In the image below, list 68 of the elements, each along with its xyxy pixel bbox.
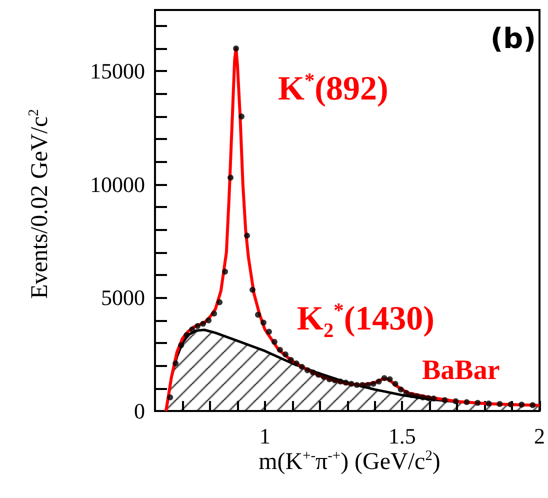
point — [178, 342, 184, 348]
point — [266, 328, 272, 335]
point — [260, 320, 266, 326]
point — [430, 396, 437, 402]
point — [408, 392, 415, 398]
point — [293, 360, 300, 366]
point — [189, 326, 196, 332]
x-tick-label: 2 — [534, 424, 545, 448]
point — [386, 376, 393, 382]
point — [315, 372, 322, 378]
point — [238, 113, 245, 120]
point — [276, 346, 283, 353]
x-tick-label: 1 — [259, 424, 270, 448]
point — [206, 317, 212, 324]
y-tick-label: 0 — [134, 398, 145, 424]
point — [244, 232, 250, 239]
point — [420, 394, 426, 400]
point — [310, 369, 316, 376]
point — [304, 367, 310, 374]
point — [254, 312, 261, 318]
y-tick-label: 10000 — [90, 172, 145, 197]
point — [464, 399, 470, 406]
x-tick-label: 1.5 — [388, 424, 416, 448]
point — [326, 376, 332, 382]
point — [348, 380, 354, 387]
point — [518, 402, 525, 408]
point — [381, 375, 388, 382]
y-tick-label: 15000 — [90, 58, 145, 84]
point — [376, 378, 382, 385]
point — [414, 393, 420, 400]
point — [288, 357, 294, 364]
point — [200, 320, 206, 327]
point — [194, 323, 201, 330]
point — [298, 364, 305, 370]
point — [320, 374, 327, 380]
point — [250, 286, 256, 293]
point — [271, 338, 278, 345]
point — [392, 380, 398, 387]
annotation: (b) — [490, 22, 536, 55]
point — [167, 394, 174, 400]
point — [222, 268, 228, 275]
point — [425, 395, 432, 402]
point — [282, 351, 288, 358]
point — [172, 360, 179, 366]
point — [233, 46, 240, 52]
point — [508, 401, 514, 408]
point — [216, 299, 223, 306]
point — [398, 386, 404, 392]
point — [370, 380, 376, 387]
point — [184, 332, 190, 338]
point — [486, 400, 492, 407]
point — [442, 397, 448, 404]
point — [359, 382, 366, 388]
point — [337, 378, 344, 385]
point — [530, 402, 536, 408]
annotation: K$_{2}$$^{*}$(1430) — [297, 300, 435, 344]
point — [211, 310, 218, 317]
point — [228, 174, 234, 181]
annotation: K$^{*}$(892) — [278, 70, 388, 108]
point — [332, 377, 338, 384]
annotation: BaBar — [422, 355, 500, 387]
x-axis-title: m(K$^{+-}$π$^{-+}$) (GeV/c$^{2}$) — [258, 448, 442, 476]
point — [452, 398, 459, 404]
point — [354, 382, 360, 388]
y-tick-label: 5000 — [101, 285, 145, 310]
point — [496, 400, 503, 407]
point — [474, 400, 481, 406]
point — [342, 380, 349, 386]
